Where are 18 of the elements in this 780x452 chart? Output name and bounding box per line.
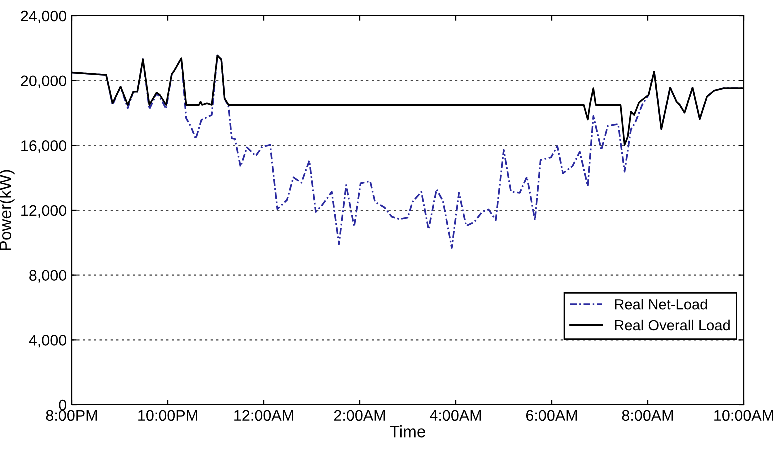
x-tick-label: 12:00AM — [234, 410, 294, 422]
y-tick-label: 24,000 — [21, 10, 67, 24]
y-tick-label: 20,000 — [21, 76, 67, 88]
y-tick-label: 8,000 — [30, 270, 67, 283]
x-axis-title: Time — [390, 425, 426, 438]
x-tick-label: 6:00AM — [526, 410, 578, 422]
y-tick-label: 12,000 — [22, 205, 67, 218]
x-tick-label: 4:00AM — [430, 410, 482, 422]
y-tick-label: 16,000 — [22, 140, 67, 154]
y-tick-label: 4,000 — [29, 335, 67, 348]
x-tick-label: 2:00AM — [334, 410, 386, 422]
x-tick-label: 10:00AM — [714, 410, 774, 422]
y-tick-label: 0 — [59, 400, 67, 411]
x-tick-label: 10:00PM — [138, 410, 198, 422]
x-tick-label: 8:00PM — [46, 410, 98, 422]
legend-label: Real Overall Load — [615, 320, 730, 331]
legend-label: Real Net-Load — [615, 299, 708, 310]
x-tick-label: 8:00AM — [622, 410, 674, 422]
